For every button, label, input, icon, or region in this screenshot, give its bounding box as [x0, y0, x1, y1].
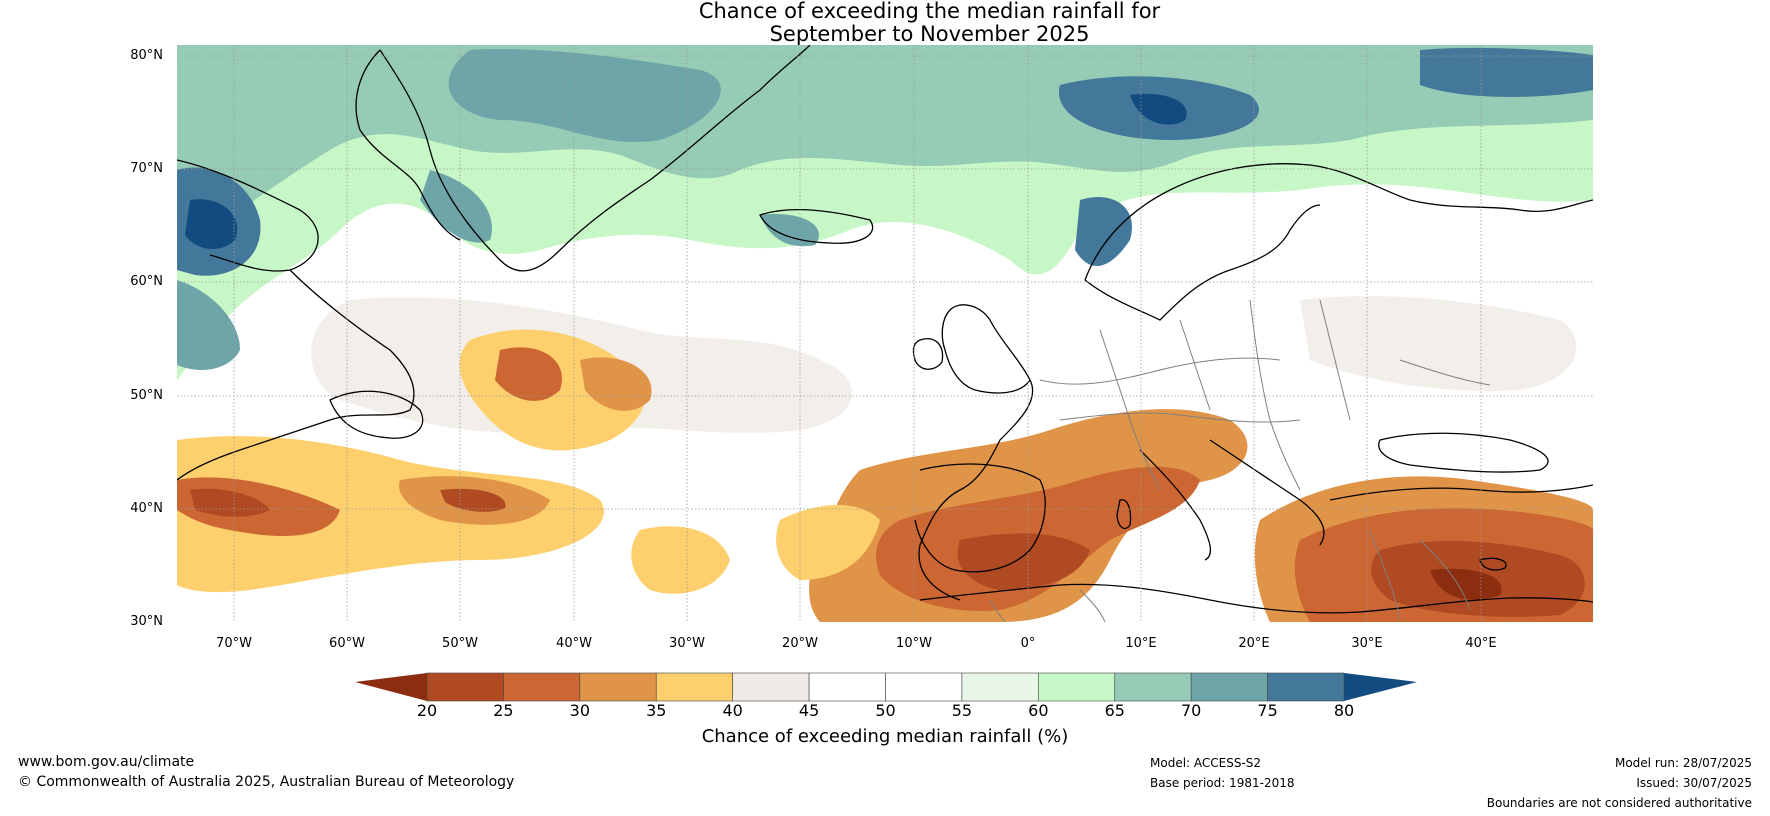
colorbar-tick-label: 40: [722, 701, 743, 720]
coast-europe-west: [918, 379, 1034, 601]
coast-north-africa: [919, 583, 1593, 614]
lat-label-70n: 70°N: [130, 161, 163, 176]
country-borders: [989, 299, 1491, 622]
colorbar-segment: [1190, 672, 1268, 702]
colorbar-segment: [885, 672, 963, 702]
colorbar-tick-label: 30: [569, 701, 590, 720]
coast-greenland: [379, 45, 811, 272]
colorbar: [355, 672, 1417, 702]
lon-label-40w: 40°W: [556, 636, 592, 651]
lat-label-40n: 40°N: [130, 501, 163, 516]
coast-scandinavia-south: [1084, 204, 1321, 321]
colorbar-tick-label: 45: [798, 701, 820, 720]
dry-region-south-europe-25: [957, 533, 1090, 590]
colorbar-segment: [503, 672, 581, 702]
colorbar-extend-high: [1344, 673, 1417, 701]
coast-greenland-west: [355, 49, 461, 241]
colorbar-tick-label: 20: [416, 701, 438, 720]
lat-label-30n: 30°N: [130, 614, 163, 629]
colorbar-segment: [1038, 672, 1116, 702]
dry-region-west-africa: [631, 526, 730, 594]
lon-label-60w: 60°W: [329, 636, 365, 651]
dry-region-east-med-20: [1430, 568, 1502, 600]
colorbar-extend-low: [355, 673, 427, 701]
colorbar-segment: [961, 672, 1039, 702]
coast-sardinia: [1116, 499, 1132, 529]
coast-scandinavia: [1084, 163, 1593, 281]
near-normal-east: [1300, 296, 1577, 391]
colorbar-tick-label: 75: [1257, 701, 1278, 720]
footer-disclaimer: Boundaries are not considered authoritat…: [1486, 796, 1752, 810]
lon-label-70w: 70°W: [216, 636, 252, 651]
coast-turkey: [1329, 484, 1593, 501]
dry-region-mid-atlantic-30: [495, 347, 562, 401]
dry-region-west-atlantic-25: [190, 488, 270, 517]
coast-baffin: [177, 159, 319, 272]
dry-region-centre-atlantic-25: [440, 488, 506, 512]
lat-label-50n: 50°N: [130, 388, 163, 403]
lon-label-50w: 50°W: [442, 636, 478, 651]
footer-model-run: Model run: 28/07/2025: [1614, 756, 1752, 770]
dry-region-iberia-margin: [776, 505, 880, 580]
lon-label-40e: 40°E: [1465, 636, 1497, 651]
colorbar-tick-label: 25: [493, 701, 514, 720]
colorbar-tick-label: 65: [1104, 701, 1125, 720]
wet-region-iceland: [760, 214, 819, 247]
map-gridlines: [177, 45, 1593, 622]
map-field: [177, 45, 1593, 622]
coast-italy: [1139, 449, 1212, 561]
lat-label-60n: 60°N: [130, 274, 163, 289]
footer-base-period: Base period: 1981-2018: [1150, 776, 1295, 790]
lon-label-0: 0°: [1020, 636, 1036, 651]
lon-label-30e: 30°E: [1351, 636, 1383, 651]
wet-region-labrador: [177, 280, 240, 370]
colorbar-segment: [426, 672, 504, 702]
coast-balkans: [1209, 439, 1325, 546]
wet-region-arctic-80: [1130, 93, 1187, 125]
colorbar-tick-label: 55: [951, 701, 973, 720]
wet-region-norway: [1075, 196, 1132, 267]
coastlines: [177, 45, 1593, 614]
wet-region-baffin-core: [185, 199, 238, 250]
colorbar-tick-label: 50: [875, 701, 896, 720]
colorbar-segment: [579, 672, 657, 702]
dry-region-mid-atlantic-2: [580, 357, 652, 411]
colorbar-tick-label: 35: [646, 701, 667, 720]
colorbar-tick-label: 70: [1180, 701, 1202, 720]
dry-region-west-atlantic: [177, 436, 604, 593]
coast-britain: [941, 304, 1031, 394]
lon-label-10e: 10°E: [1125, 636, 1157, 651]
coast-cyprus: [1479, 557, 1507, 571]
footer-copyright: © Commonwealth of Australia 2025, Austra…: [18, 774, 515, 790]
colorbar-tick-label: 80: [1333, 701, 1355, 720]
lat-label-80n: 80°N: [130, 48, 163, 63]
coast-labrador: [177, 269, 415, 481]
lon-label-10w: 10°W: [896, 636, 932, 651]
coast-iceland: [759, 208, 874, 244]
footer-issued: Issued: 30/07/2025: [1636, 776, 1752, 790]
colorbar-segment: [655, 672, 733, 702]
colorbar-segment: [1114, 672, 1192, 702]
map-title-line-1: Chance of exceeding the median rainfall …: [698, 0, 1161, 23]
wet-region-arctic-75c: [1420, 47, 1593, 97]
lon-label-20e: 20°E: [1238, 636, 1270, 651]
wet-region-arctic-75: [448, 49, 721, 143]
colorbar-segment: [808, 672, 886, 702]
coast-newfoundland: [329, 390, 424, 439]
footer-url: www.bom.gov.au/climate: [18, 754, 195, 770]
colorbar-tick-label: 60: [1028, 701, 1049, 720]
footer-model: Model: ACCESS-S2: [1150, 756, 1262, 770]
probability-field: [177, 45, 1593, 622]
coast-black-sea: [1378, 432, 1549, 473]
colorbar-segment: [732, 672, 810, 702]
colorbar-segment: [1267, 672, 1345, 702]
lon-label-30w: 30°W: [669, 636, 705, 651]
map-title-line-2: September to November 2025: [769, 22, 1090, 46]
coast-iberia: [914, 463, 1046, 573]
lon-label-20w: 20°W: [782, 636, 818, 651]
colorbar-label: Chance of exceeding median rainfall (%): [701, 726, 1069, 747]
